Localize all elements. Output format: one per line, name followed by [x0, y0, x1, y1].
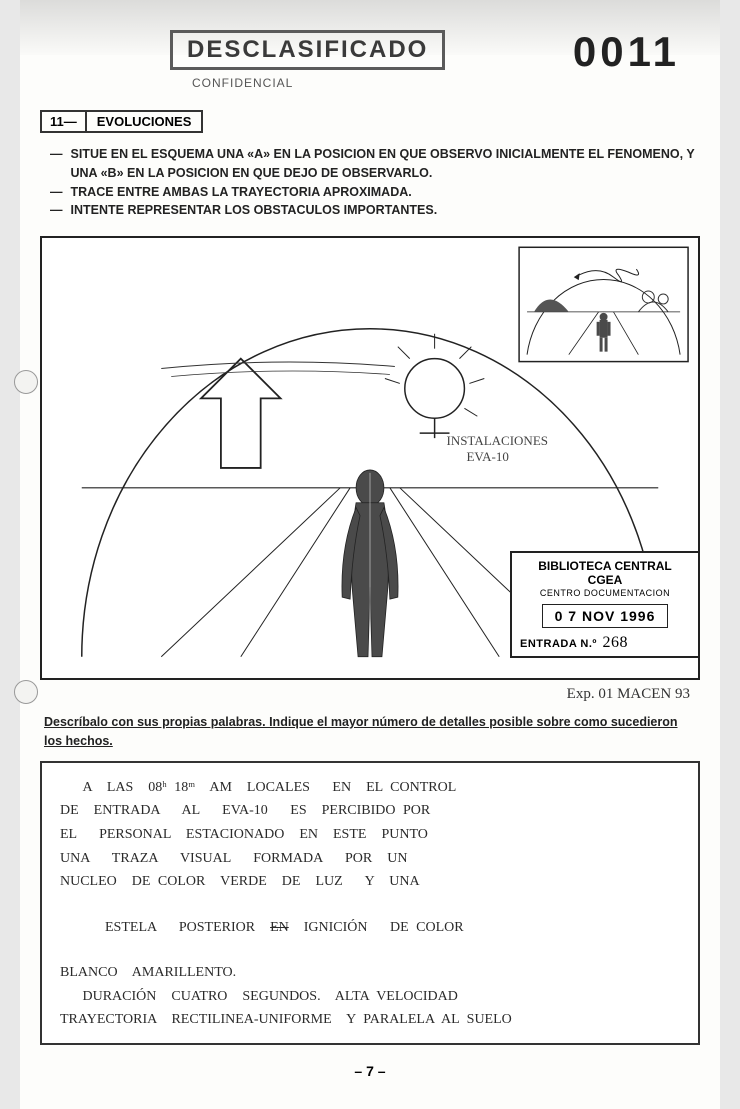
document-page: DESCLASIFICADO CONFIDENCIAL 0011 11— EVO… [20, 0, 720, 1109]
hw-line: DURACIÓN CUATRO SEGUNDOS. ALTA VELOCIDAD [60, 986, 680, 1008]
bullet-dash: — [50, 145, 63, 183]
hw-line: DE ENTRADA AL EVA-10 ES PERCIBIDO POR [60, 800, 680, 822]
observation-diagram: INSTALACIONES EVA-10 BIBLIOTECA CENTRAL … [40, 236, 700, 680]
declassified-stamp: DESCLASIFICADO [170, 30, 445, 70]
page-number: – 7 – [40, 1063, 700, 1079]
punch-hole [14, 370, 38, 394]
diagram-hand-label: INSTALACIONES EVA-10 [446, 433, 548, 464]
handwritten-description: A LAS 08ʰ 18ᵐ AM LOCALES EN EL CONTROL D… [40, 761, 700, 1046]
hw-line: EL PERSONAL ESTACIONADO EN ESTE PUNTO [60, 824, 680, 846]
hw-line: NUCLEO DE COLOR VERDE DE LUZ Y UNA [60, 871, 680, 893]
exp-annotation: Exp. 01 MACEN 93 [40, 686, 690, 703]
instruction-text: SITUE EN EL ESQUEMA UNA «A» EN LA POSICI… [71, 145, 701, 183]
library-stamp-entrada: ENTRADA N.º 268 [520, 634, 690, 652]
header: DESCLASIFICADO CONFIDENCIAL 0011 [40, 20, 700, 104]
hw-line: ESTELA POSTERIOR EN IGNICIÓN DE COLOR [60, 895, 680, 960]
library-stamp-title: BIBLIOTECA CENTRAL CGEA [520, 559, 690, 587]
punch-hole [14, 680, 38, 704]
hw-line: UNA TRAZA VISUAL FORMADA POR UN [60, 848, 680, 870]
hw-line: BLANCO AMARILLENTO. [60, 962, 680, 984]
instructions-block: — SITUE EN EL ESQUEMA UNA «A» EN LA POSI… [50, 145, 700, 220]
section-number: 11— [42, 112, 87, 131]
instruction-text: INTENTE REPRESENTAR LOS OBSTACULOS IMPOR… [71, 201, 438, 220]
hw-line: TRAYECTORIA RECTILINEA-UNIFORME Y PARALE… [60, 1009, 680, 1031]
section-tag: 11— EVOLUCIONES [40, 110, 203, 133]
library-stamp: BIBLIOTECA CENTRAL CGEA CENTRO DOCUMENTA… [510, 551, 700, 658]
hw-line: A LAS 08ʰ 18ᵐ AM LOCALES EN EL CONTROL [60, 777, 680, 799]
bullet-dash: — [50, 183, 63, 202]
section-title: EVOLUCIONES [87, 112, 202, 131]
library-stamp-date: 0 7 NOV 1996 [542, 604, 669, 628]
library-stamp-subtitle: CENTRO DOCUMENTACION [520, 588, 690, 598]
describe-prompt: Descríbalo con sus propias palabras. Ind… [44, 713, 696, 751]
document-number: 0011 [573, 28, 680, 76]
classification-label: CONFIDENCIAL [40, 76, 445, 90]
bullet-dash: — [50, 201, 63, 220]
instruction-text: TRACE ENTRE AMBAS LA TRAYECTORIA APROXIM… [71, 183, 412, 202]
